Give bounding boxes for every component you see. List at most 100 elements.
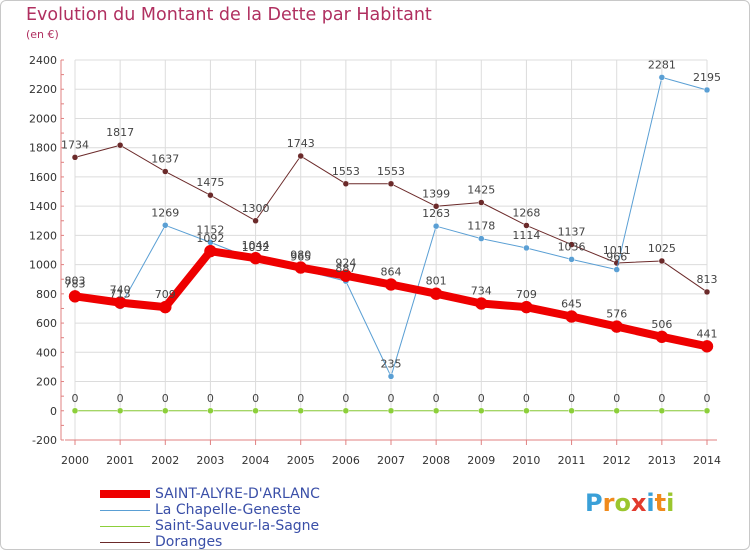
data-point <box>342 407 350 415</box>
x-tick-label: 2010 <box>512 454 540 467</box>
legend-swatch <box>100 490 150 498</box>
data-point <box>71 154 79 161</box>
data-point <box>387 407 395 415</box>
y-tick-label: 2200 <box>29 83 57 96</box>
data-label: 709 <box>155 288 176 301</box>
data-point <box>703 86 711 94</box>
axis-layer: -200020040060080010001200140016001800200… <box>29 54 721 467</box>
data-point <box>429 287 443 300</box>
x-tick-label: 2007 <box>377 454 405 467</box>
data-point <box>204 244 217 258</box>
data-label: 813 <box>697 273 718 286</box>
data-label: 0 <box>433 392 440 405</box>
chart-title: Evolution du Montant de la Dette par Hab… <box>26 5 432 25</box>
data-label: 645 <box>561 298 582 311</box>
data-label: 0 <box>388 392 395 405</box>
data-point <box>432 407 440 415</box>
data-label: 1268 <box>512 206 540 219</box>
data-label: 1011 <box>603 244 631 257</box>
x-tick-label: 2002 <box>151 454 179 467</box>
y-tick-label: 200 <box>36 376 57 389</box>
y-tick-label: 1800 <box>29 142 57 155</box>
data-label: 441 <box>697 327 718 340</box>
x-tick-label: 2000 <box>61 454 89 467</box>
data-label: 2281 <box>648 58 676 71</box>
data-point <box>658 257 666 265</box>
legend-label: Doranges <box>155 534 223 550</box>
data-point <box>478 407 485 415</box>
data-label: 924 <box>335 257 356 270</box>
data-label: 803 <box>65 274 86 287</box>
data-label: 1553 <box>377 165 405 178</box>
y-tick-label: 1200 <box>29 229 57 242</box>
data-label: 1300 <box>242 202 270 215</box>
data-label: 713 <box>110 288 131 301</box>
data-point <box>703 288 711 296</box>
data-label: 0 <box>658 392 665 405</box>
data-label: 576 <box>606 308 627 321</box>
data-label: 1044 <box>242 239 270 252</box>
y-tick-label: 2400 <box>29 54 57 67</box>
data-point <box>294 261 307 274</box>
data-point <box>252 217 259 225</box>
data-point <box>384 278 398 291</box>
data-point <box>703 407 711 415</box>
data-label: 734 <box>471 284 492 297</box>
series-layer <box>68 74 714 415</box>
data-point <box>475 297 488 310</box>
data-point <box>297 407 304 415</box>
y-tick-label: 1000 <box>29 259 57 272</box>
x-tick-label: 2006 <box>332 454 360 467</box>
data-point <box>478 199 485 206</box>
data-label: 506 <box>651 318 672 331</box>
data-point <box>523 407 530 415</box>
data-label: 1817 <box>106 126 134 139</box>
x-tick-label: 2004 <box>242 454 270 467</box>
data-label: 709 <box>516 288 537 301</box>
data-label: 0 <box>297 392 304 405</box>
legend-swatch <box>100 541 150 543</box>
data-point <box>613 407 620 415</box>
data-point <box>387 373 395 380</box>
data-label: 1425 <box>467 184 495 197</box>
data-point <box>162 407 169 415</box>
data-label: 1475 <box>196 176 224 189</box>
data-point <box>610 320 623 333</box>
data-point <box>613 266 620 273</box>
data-label: 965 <box>290 251 311 264</box>
data-label: 0 <box>704 392 711 405</box>
data-label: 1178 <box>467 220 495 233</box>
logo-letter: x <box>630 489 647 517</box>
logo-letter: r <box>602 489 615 517</box>
data-label: 801 <box>426 275 447 288</box>
data-label: 1114 <box>512 229 540 242</box>
data-label: 0 <box>207 392 214 405</box>
data-point <box>116 407 124 415</box>
y-tick-label: 800 <box>36 288 57 301</box>
data-point <box>249 251 262 265</box>
data-point <box>658 407 666 415</box>
proxiti-logo: Proxiti <box>585 489 674 517</box>
data-point <box>207 191 214 199</box>
data-label: 0 <box>162 392 169 405</box>
x-tick-label: 2011 <box>558 454 586 467</box>
x-tick-label: 2001 <box>106 454 134 467</box>
chart-subtitle: (en €) <box>26 28 59 41</box>
data-label: 1743 <box>287 137 315 150</box>
y-tick-label: 400 <box>36 346 57 359</box>
logo-letter: o <box>614 489 631 517</box>
data-point <box>342 180 350 188</box>
data-point <box>478 235 485 242</box>
data-label: 0 <box>478 392 485 405</box>
data-label: 1152 <box>196 223 224 236</box>
label-layer: 1734 1817 1637 1475 1300 1743 1553 1553 1399 1425… <box>61 58 721 404</box>
y-tick-label: 600 <box>36 317 57 330</box>
data-point <box>162 168 169 175</box>
y-tick-label: 2000 <box>29 112 57 125</box>
legend-label: La Chapelle-Geneste <box>155 502 301 518</box>
data-point <box>700 340 714 353</box>
y-tick-label: 1600 <box>29 171 57 184</box>
data-point <box>339 269 353 282</box>
